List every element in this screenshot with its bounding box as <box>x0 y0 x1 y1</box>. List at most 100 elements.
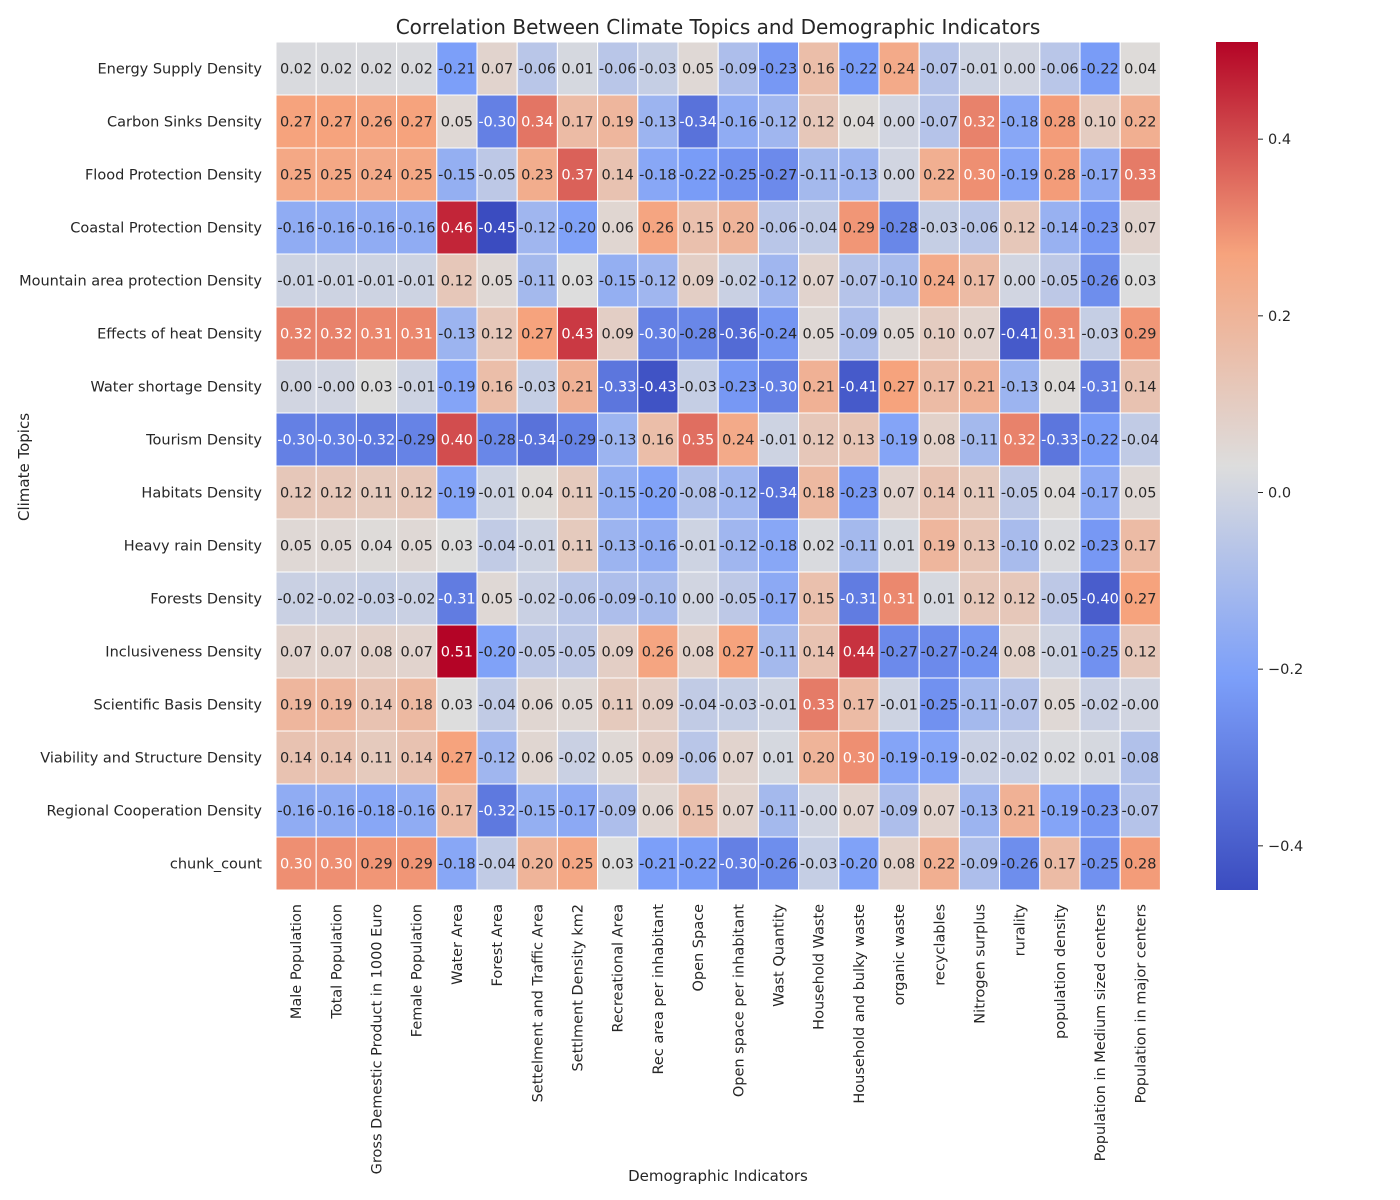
heatmap-cell <box>1039 465 1081 520</box>
cell-value-label: -0.11 <box>760 645 798 661</box>
heatmap-cell <box>436 624 478 679</box>
heatmap-cell <box>918 571 960 626</box>
cell-value-label: 0.01 <box>883 539 915 555</box>
cell-value-label: 0.34 <box>521 115 553 131</box>
cell-value-label: 0.30 <box>843 751 875 767</box>
cell-value-label: 0.14 <box>923 486 955 502</box>
cell-value-label: -0.01 <box>880 698 918 714</box>
heatmap-cell <box>878 253 920 308</box>
heatmap-cell <box>878 306 920 361</box>
heatmap-cell <box>757 518 800 573</box>
row-label: Coastal Protection Density <box>70 221 262 237</box>
cell-value-label: -0.06 <box>1041 62 1079 78</box>
row-label: Regional Cooperation Density <box>46 804 262 820</box>
cell-value-label: 0.16 <box>642 433 674 449</box>
cell-value-label: 0.04 <box>521 486 553 502</box>
heatmap-cell <box>556 412 599 467</box>
heatmap-cell <box>315 677 357 732</box>
heatmap-cell <box>637 571 679 626</box>
cell-value-label: 0.00 <box>883 168 915 184</box>
cell-value-label: -0.26 <box>1081 274 1119 290</box>
heatmap-cell <box>958 200 1001 255</box>
cell-value-label: -0.00 <box>318 380 356 396</box>
cell-value-label: 0.02 <box>280 62 312 78</box>
cell-value-label: -0.15 <box>599 486 637 502</box>
heatmap-cell <box>798 571 840 626</box>
heatmap-cell <box>355 730 398 785</box>
cell-value-label: -0.34 <box>760 486 798 502</box>
cell-value-label: 0.09 <box>602 645 634 661</box>
heatmap-cell <box>999 412 1041 467</box>
cell-value-label: 0.35 <box>682 433 714 449</box>
heatmap-cell <box>315 147 357 202</box>
column-label: Open Space <box>691 904 707 992</box>
heatmap-cell <box>1119 730 1161 785</box>
cell-value-label: -0.09 <box>599 804 637 820</box>
heatmap-cell <box>1079 783 1121 838</box>
heatmap-cell <box>878 571 920 626</box>
heatmap-cell <box>717 412 759 467</box>
heatmap-cell <box>637 730 679 785</box>
heatmap-cell <box>275 571 317 626</box>
heatmap-cell <box>1039 359 1081 414</box>
heatmap-cell <box>717 306 759 361</box>
cell-value-label: -0.33 <box>1041 433 1079 449</box>
cell-value-label: -0.18 <box>1001 115 1039 131</box>
heatmap-cell <box>1079 94 1121 149</box>
cell-value-label: -0.23 <box>720 380 758 396</box>
cell-value-label: 0.28 <box>1044 168 1076 184</box>
cell-value-label: -0.02 <box>961 751 999 767</box>
cell-value-label: -0.19 <box>1041 804 1079 820</box>
cell-value-label: -0.06 <box>760 221 798 237</box>
heatmap-cell <box>355 306 398 361</box>
heatmap-cell <box>597 624 639 679</box>
cell-value-label: -0.05 <box>478 168 516 184</box>
cell-value-label: 0.27 <box>320 115 352 131</box>
row-label: chunk_count <box>170 857 262 873</box>
column-label: population density <box>1053 904 1069 1039</box>
heatmap-cell <box>757 359 800 414</box>
heatmap-cell <box>275 412 317 467</box>
row-label: Mountain area protection Density <box>19 274 262 290</box>
cell-value-label: 0.40 <box>441 433 473 449</box>
cell-value-label: -0.05 <box>1001 486 1039 502</box>
column-label: Male Population <box>289 904 305 1019</box>
cell-value-label: 0.01 <box>1084 751 1116 767</box>
heatmap-cell <box>436 836 478 891</box>
cell-value-label: -0.22 <box>840 62 878 78</box>
cell-value-label: 0.26 <box>642 221 674 237</box>
heatmap-cell <box>838 200 880 255</box>
cell-value-label: 0.28 <box>1124 857 1156 873</box>
colorbar-tick-label: −0.2 <box>1268 662 1303 678</box>
cell-value-label: 0.09 <box>642 751 674 767</box>
heatmap-cell <box>918 624 960 679</box>
column-label: Settelment and Traffic Area <box>530 904 546 1102</box>
heatmap-cell <box>918 359 960 414</box>
cell-value-label: 0.17 <box>1044 857 1076 873</box>
row-label: Effects of heat Density <box>97 327 262 343</box>
heatmap-cells <box>275 41 1161 891</box>
cell-value-label: 0.07 <box>481 62 513 78</box>
heatmap-cell <box>556 253 599 308</box>
cell-value-label: -0.40 <box>1081 592 1119 608</box>
cell-value-label: -0.08 <box>679 486 717 502</box>
cell-value-label: 0.24 <box>883 62 915 78</box>
cell-value-label: -0.45 <box>478 221 516 237</box>
heatmap-cell <box>275 518 317 573</box>
cell-value-label: 0.13 <box>843 433 875 449</box>
cell-value-label: 0.26 <box>360 115 392 131</box>
cell-value-label: -0.13 <box>599 433 637 449</box>
heatmap-cell <box>476 412 518 467</box>
cell-value-label: 0.17 <box>561 115 593 131</box>
cell-value-label: -0.25 <box>1081 857 1119 873</box>
column-label: organic waste <box>892 904 908 1005</box>
cell-value-label: 0.24 <box>360 168 392 184</box>
heatmap-cell <box>999 783 1041 838</box>
heatmap-cell <box>315 200 357 255</box>
cell-value-label: 0.04 <box>1044 380 1076 396</box>
row-label: Carbon Sinks Density <box>107 115 262 131</box>
heatmap-cell <box>798 94 840 149</box>
cell-value-label: -0.27 <box>760 168 798 184</box>
row-label: Flood Protection Density <box>85 168 262 184</box>
cell-value-label: 0.21 <box>803 380 835 396</box>
